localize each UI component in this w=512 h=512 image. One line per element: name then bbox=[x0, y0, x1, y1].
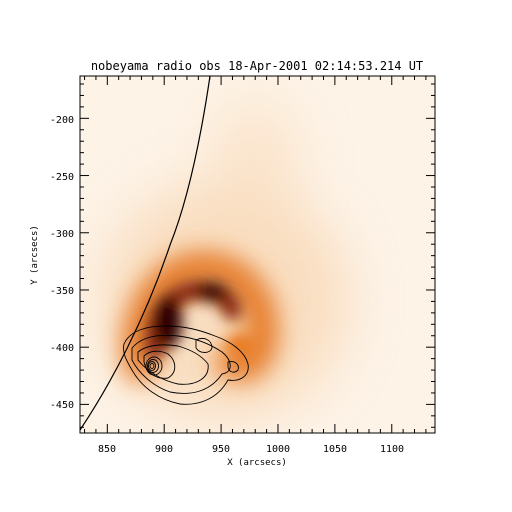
tick-layer bbox=[80, 76, 435, 433]
y-tick-label: -250 bbox=[50, 172, 74, 183]
x-tick-label: 1100 bbox=[380, 444, 404, 455]
radio-image bbox=[80, 76, 435, 433]
y-tick-label: -200 bbox=[50, 115, 74, 126]
y-tick-label: -400 bbox=[50, 343, 74, 354]
x-axis-label: X (arcsecs) bbox=[227, 458, 287, 468]
plot-frame bbox=[79, 75, 436, 434]
plot-title: nobeyama radio obs 18-Apr-2001 02:14:53.… bbox=[91, 59, 423, 73]
plot-axes: 850 900 950 1000 1050 1100 -200 -250 -30… bbox=[30, 75, 436, 468]
x-tick-label: 1050 bbox=[323, 444, 347, 455]
x-tick-label: 950 bbox=[212, 444, 230, 455]
contour-overlay bbox=[123, 325, 249, 405]
y-tick-label: -350 bbox=[50, 286, 74, 297]
solar-limb bbox=[80, 76, 211, 431]
x-tick-label: 850 bbox=[98, 444, 116, 455]
emission-loop bbox=[121, 251, 280, 383]
y-tick-label: -450 bbox=[50, 400, 74, 411]
y-tick-label: -300 bbox=[50, 229, 74, 240]
y-tick-labels: -200 -250 -300 -350 -400 -450 bbox=[50, 115, 74, 411]
x-tick-label: 1000 bbox=[266, 444, 290, 455]
x-tick-label: 900 bbox=[155, 444, 173, 455]
emission-tail bbox=[210, 100, 300, 220]
y-axis-label: Y (arcsecs) bbox=[30, 225, 40, 285]
x-tick-labels: 850 900 950 1000 1050 1100 bbox=[98, 444, 404, 455]
